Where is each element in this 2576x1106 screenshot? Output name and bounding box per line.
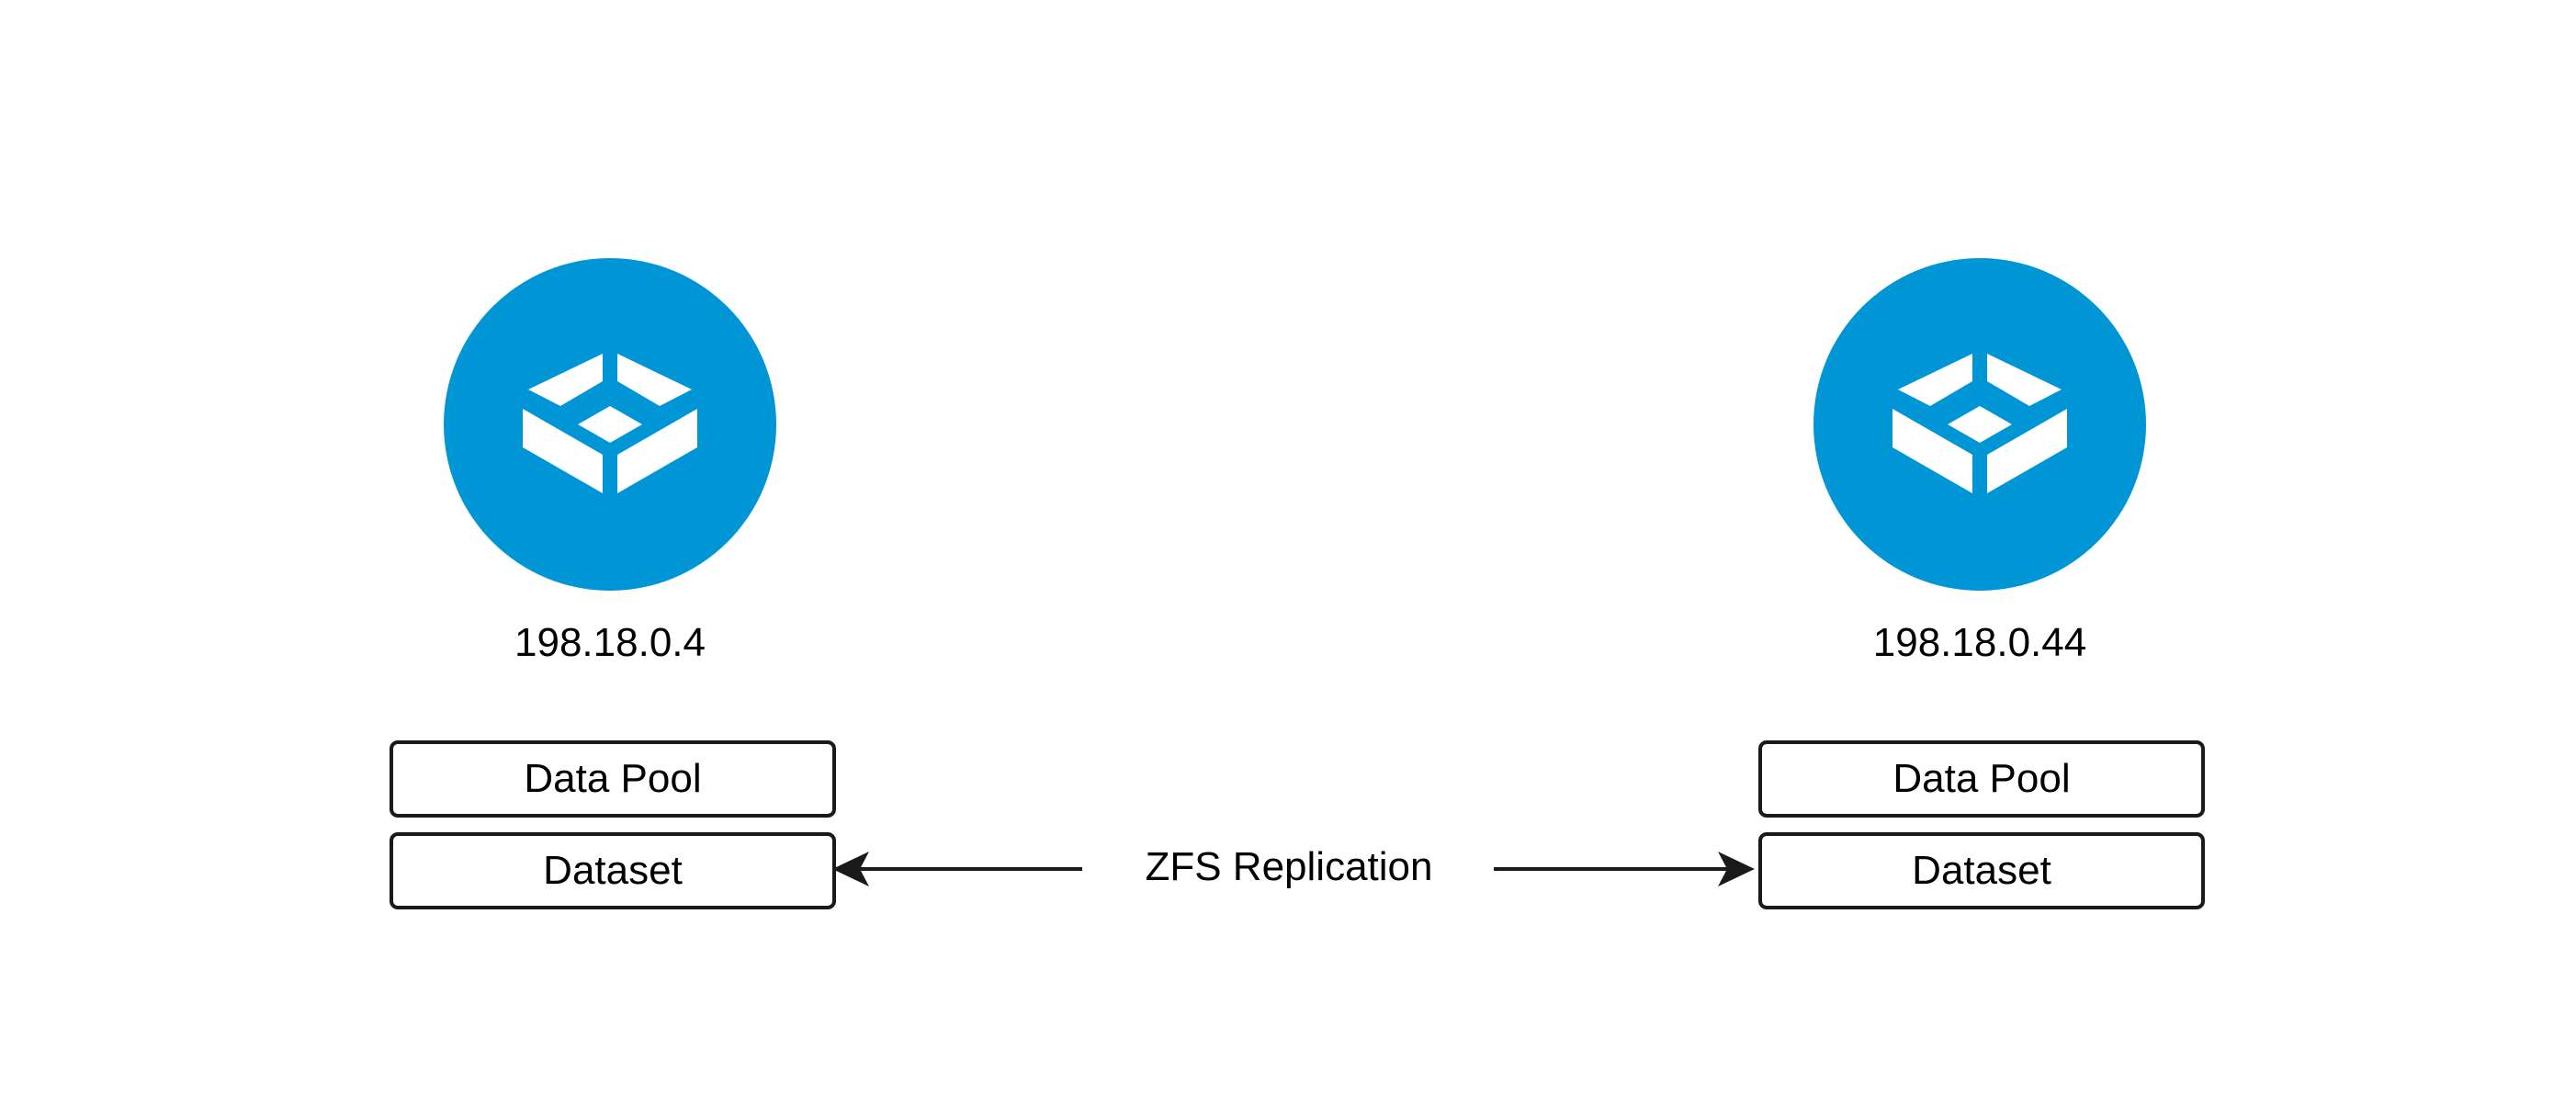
left-server-icon xyxy=(444,258,776,591)
left-dataset-label: Dataset xyxy=(543,848,683,893)
right-server-ip-label: 198.18.0.44 xyxy=(1872,620,2087,665)
right-server-icon xyxy=(1813,258,2146,591)
left-data-pool-box: Data Pool xyxy=(390,740,836,818)
truenas-server-icon xyxy=(1813,258,2146,591)
left-dataset-box: Dataset xyxy=(390,832,836,909)
truenas-server-icon xyxy=(444,258,776,591)
right-dataset-box: Dataset xyxy=(1758,832,2205,909)
right-dataset-label: Dataset xyxy=(1912,848,2051,893)
zfs-replication-label: ZFS Replication xyxy=(1145,844,1433,889)
right-arrowhead-icon xyxy=(1718,852,1755,886)
left-data-pool-label: Data Pool xyxy=(524,756,702,801)
left-server-ip-label: 198.18.0.4 xyxy=(514,620,706,665)
left-arrowhead-icon xyxy=(832,852,869,886)
right-data-pool-box: Data Pool xyxy=(1758,740,2205,818)
right-data-pool-label: Data Pool xyxy=(1892,756,2071,801)
